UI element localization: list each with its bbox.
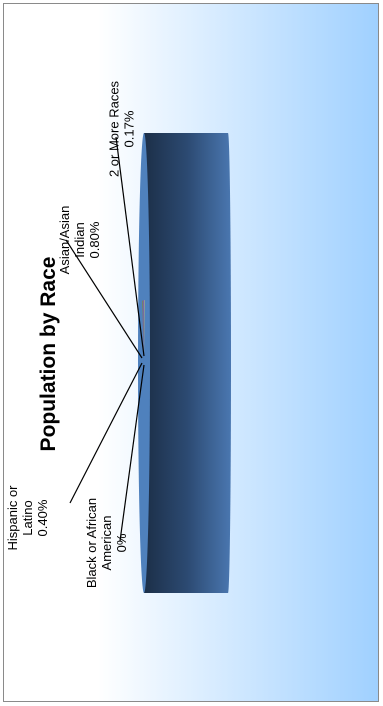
slice-labels: Hispanic orLatino0.40% Black or AfricanAm…	[5, 80, 137, 588]
pie-side-face	[144, 133, 231, 593]
slice-hispanic-or-latino	[142, 300, 144, 358]
pie-chart: Hispanic orLatino0.40% Black or AfricanAm…	[4, 4, 378, 701]
chart-title: Population by Race	[37, 257, 60, 452]
leader-asian-asian-indian	[65, 239, 143, 359]
slice-black-or-african-american	[142, 300, 144, 358]
slice-asian-asian-indian	[142, 300, 145, 358]
leader-lines	[65, 136, 145, 542]
leader-black-or-african-american	[119, 364, 145, 542]
label-black-or-african-american: Black or AfricanAmerican0%	[84, 498, 129, 588]
leader-2-or-more-races	[115, 136, 145, 357]
leader-hispanic-or-latino	[69, 362, 143, 504]
label-hispanic-or-latino: Hispanic orLatino0.40%	[5, 485, 50, 551]
pie-side	[144, 133, 231, 593]
label-2-or-more-races: 2 or More Races0.17%	[107, 80, 137, 177]
slice-white-majority	[138, 133, 150, 593]
label-asian-asian-indian: Asian/AsianIndian0.80%	[57, 206, 102, 275]
slice-2-or-more-races	[144, 300, 145, 358]
chart-frame: Hispanic orLatino0.40% Black or AfricanAm…	[3, 3, 379, 702]
pie-top	[138, 133, 150, 593]
